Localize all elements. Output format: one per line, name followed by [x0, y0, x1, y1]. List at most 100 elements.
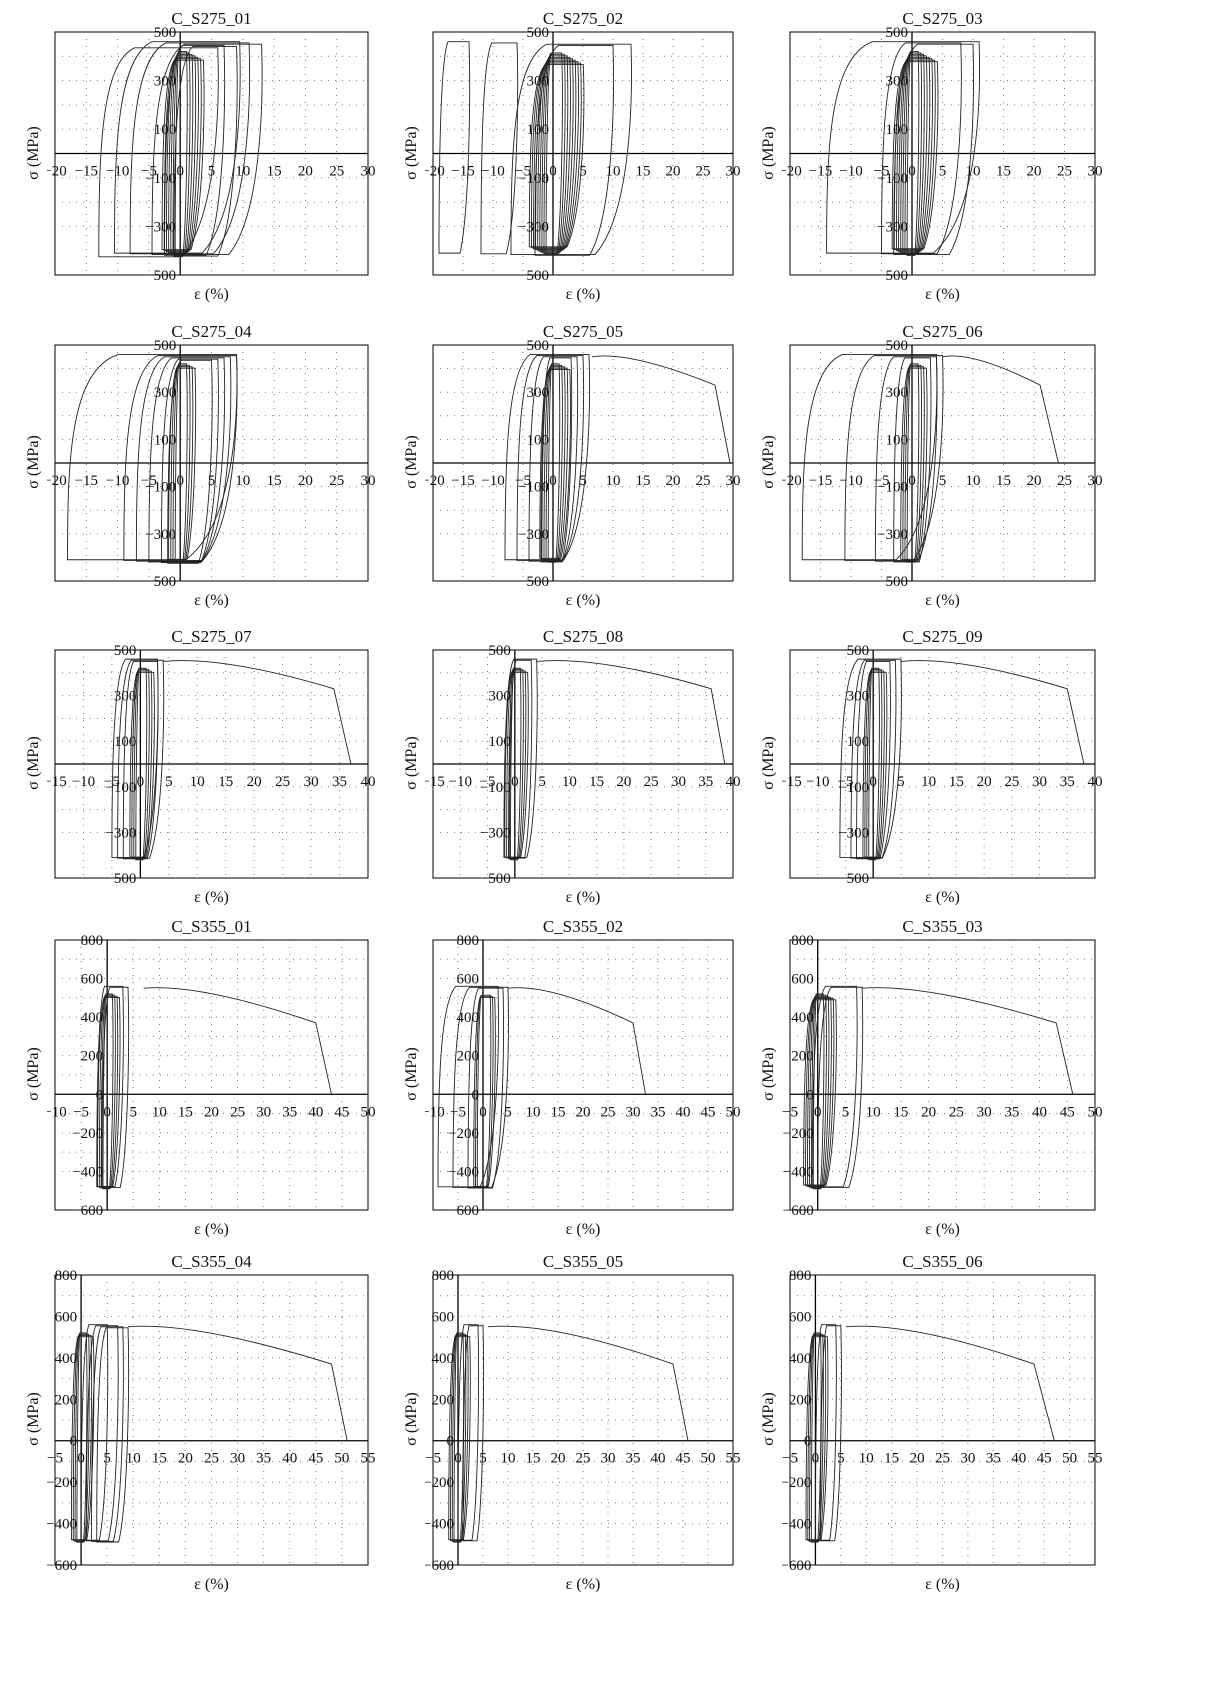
hysteresis-loop: [874, 356, 938, 562]
hysteresis-loop: [545, 364, 563, 562]
hysteresis-loop: [135, 667, 148, 861]
x-tick-label: 0: [812, 1451, 820, 1467]
y-tick-label: 0: [806, 1087, 814, 1103]
x-tick-label: −10: [72, 774, 95, 790]
x-tick-label: 20: [910, 1451, 925, 1467]
y-tick-label: 500: [154, 25, 177, 41]
y-tick-label: −300: [518, 219, 549, 235]
chart-svg: C_S275_04 −20 −15 −10 −5 0 5 10 15 20 25 30 500 300 10…: [43, 322, 376, 609]
x-tick-label: 35: [1004, 1104, 1019, 1120]
y-axis-label: σ (MPa): [24, 435, 42, 489]
x-tick-label: −15: [75, 473, 98, 489]
hysteresis-loop: [91, 1326, 124, 1542]
x-tick-label: 0: [103, 1104, 111, 1120]
x-tick-label: −20: [47, 473, 67, 489]
hysteresis-loop: [85, 1325, 119, 1542]
x-tick-label: 55: [1088, 1451, 1103, 1467]
y-tick-label: 500: [527, 338, 550, 354]
chart-svg: C_S355_02 −10 −5 0 5 10 15 20 25 30 35 40 45 50 800 600…: [421, 917, 740, 1238]
x-axis-label: ε (%): [566, 592, 601, 609]
hysteresis-loop: [541, 367, 569, 560]
x-tick-label: 5: [165, 774, 173, 790]
monotonic-curve: [900, 660, 1085, 765]
y-tick-label: 300: [488, 689, 511, 705]
x-tick-label: 10: [966, 164, 981, 180]
x-tick-label: 40: [1088, 774, 1103, 790]
hysteresis-loop: [900, 55, 928, 254]
y-axis-label: σ (MPa): [759, 1047, 777, 1101]
x-tick-label: −10: [481, 164, 504, 180]
curve-group: [437, 985, 646, 1189]
chart-panel: C_S355_03 −5 0 5 10 15 20 25 30 35 40 45 50 800 600 400…: [782, 914, 1109, 1259]
y-tick-label: 200: [791, 1049, 814, 1065]
x-tick-label: 30: [361, 164, 376, 180]
y-tick-label: 400: [791, 1010, 814, 1026]
y-tick-label: 500: [527, 25, 550, 41]
x-tick-label: 25: [576, 1451, 591, 1467]
curve-group: [67, 353, 238, 564]
x-tick-label: 30: [361, 473, 376, 489]
x-tick-label: −20: [425, 164, 445, 180]
x-tick-label: −5: [104, 774, 120, 790]
x-tick-label: −10: [806, 774, 829, 790]
hysteresis-loop: [547, 363, 561, 563]
x-tick-label: 20: [178, 1451, 193, 1467]
x-axis-label: ε (%): [925, 1576, 960, 1593]
y-axis-label: σ (MPa): [402, 435, 420, 489]
hysteresis-loop: [74, 1333, 90, 1542]
hysteresis-loop: [537, 58, 574, 252]
hysteresis-loop: [807, 997, 832, 1187]
hysteresis-loop: [97, 997, 121, 1187]
hysteresis-loop: [451, 1333, 467, 1542]
x-tick-label: −15: [47, 774, 67, 790]
x-tick-label: 15: [636, 473, 651, 489]
hysteresis-loop: [808, 995, 830, 1188]
x-tick-label: 15: [996, 473, 1011, 489]
chart-title: C_S275_05: [543, 322, 623, 341]
hysteresis-loop: [528, 356, 579, 562]
y-tick-label: −100: [480, 780, 511, 796]
x-tick-label: 25: [949, 1104, 964, 1120]
hysteresis-loop: [528, 64, 585, 248]
y-tick-label: −600: [782, 1558, 811, 1574]
chart-panel: C_S275_02 −20 −15 −10 −5 0 5 10 15 20 25 30 500 300 10…: [421, 6, 747, 324]
x-axis-label: ε (%): [925, 889, 960, 906]
hysteresis-loop: [545, 52, 563, 256]
x-tick-label: −5: [782, 1104, 798, 1120]
x-tick-label: 50: [1088, 1104, 1103, 1120]
y-axis-label: σ (MPa): [402, 125, 420, 180]
x-tick-label: 30: [601, 1451, 616, 1467]
hysteresis-loop: [820, 1325, 842, 1542]
x-tick-label: −5: [782, 1451, 798, 1467]
x-tick-label: 30: [304, 774, 319, 790]
x-tick-label: 15: [267, 473, 282, 489]
monotonic-curve: [942, 355, 1059, 464]
x-tick-label: −20: [782, 473, 802, 489]
x-tick-label: −5: [874, 473, 890, 489]
curve-group: [448, 1324, 689, 1543]
y-tick-label: 500: [886, 338, 909, 354]
hysteresis-loop: [129, 42, 250, 255]
curve-group: [801, 353, 1059, 563]
chart-panel: C_S355_06 −5 0 5 10 15 20 25 30 35 40 45 50 55 800 600 4…: [780, 1249, 1109, 1614]
y-tick-label: −500: [518, 574, 549, 590]
y-tick-label: −500: [518, 268, 549, 284]
y-tick-label: 100: [154, 122, 177, 138]
x-tick-label: 20: [666, 473, 681, 489]
x-tick-label: −20: [782, 164, 802, 180]
curve-group: [826, 41, 980, 257]
x-tick-label: −10: [425, 1104, 445, 1120]
x-tick-label: 50: [701, 1451, 716, 1467]
y-tick-label: −100: [518, 171, 549, 187]
x-tick-label: 10: [606, 164, 621, 180]
chart-panel: C_S275_08 −15 −10 −5 0 5 10 15 20 25 30 35 40 500 300 1…: [421, 624, 747, 927]
chart-panel: C_S275_04 −20 −15 −10 −5 0 5 10 15 20 25 30 500 300 10…: [43, 319, 382, 630]
x-axis-label: ε (%): [194, 286, 229, 303]
x-tick-label: 20: [921, 1104, 936, 1120]
chart-title: C_S275_09: [902, 627, 982, 646]
y-tick-label: 600: [432, 1309, 455, 1325]
y-tick-label: −500: [877, 574, 908, 590]
hysteresis-loop: [805, 998, 835, 1187]
hysteresis-loop: [543, 53, 566, 255]
